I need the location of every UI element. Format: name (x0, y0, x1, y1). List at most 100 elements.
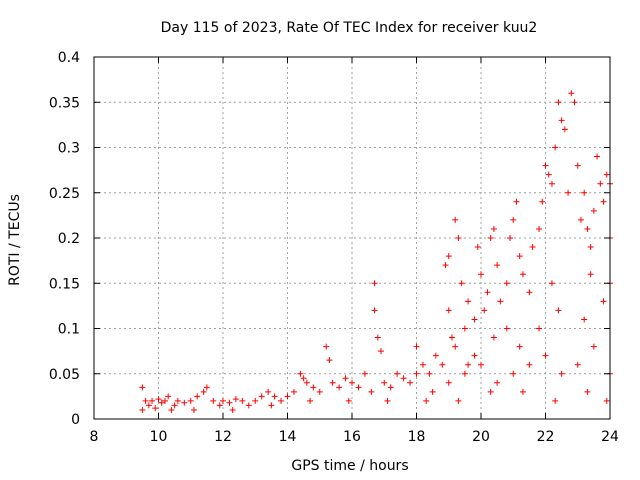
data-point (284, 393, 291, 400)
y-axis-title: ROTI / TECUs (7, 194, 23, 286)
data-point (577, 216, 584, 223)
data-point (513, 198, 520, 205)
data-point (555, 307, 562, 314)
data-point (445, 253, 452, 260)
data-point (203, 384, 210, 391)
data-point (519, 388, 526, 395)
x-tick-label: 12 (214, 429, 232, 445)
data-point (461, 370, 468, 377)
y-tick-label: 0.2 (58, 231, 80, 247)
data-point (471, 316, 478, 323)
data-point (361, 370, 368, 377)
data-point (326, 357, 333, 364)
data-point (584, 388, 591, 395)
x-tick-label: 10 (150, 429, 168, 445)
data-point (316, 388, 323, 395)
data-point (478, 361, 484, 368)
axis-ticks (93, 56, 611, 420)
y-tick-label: 0.35 (49, 95, 80, 111)
data-point (187, 397, 194, 404)
data-point (181, 399, 188, 406)
data-point (384, 397, 391, 404)
data-point (545, 171, 552, 178)
data-point (548, 280, 555, 287)
data-point (229, 406, 236, 413)
data-point (542, 162, 549, 169)
data-point (374, 334, 381, 341)
data-point (200, 388, 207, 395)
data-point (516, 343, 523, 350)
data-point (226, 399, 233, 406)
y-tick-label: 0.15 (49, 276, 80, 292)
data-point (503, 325, 510, 332)
data-point (342, 375, 349, 382)
data-point (571, 99, 578, 106)
data-point (142, 397, 149, 404)
data-point (258, 393, 265, 400)
data-point (310, 384, 317, 391)
data-point (413, 343, 420, 350)
data-point (587, 244, 594, 251)
data-point (307, 397, 314, 404)
data-point (268, 402, 275, 409)
data-point (487, 235, 494, 241)
data-point (458, 280, 465, 287)
data-point (574, 361, 581, 368)
data-point (452, 343, 459, 350)
data-point (368, 388, 375, 395)
data-point (232, 396, 239, 403)
data-point (378, 348, 385, 355)
data-point (239, 397, 246, 404)
data-point (265, 388, 272, 395)
data-point (552, 144, 559, 151)
data-point (542, 352, 549, 359)
data-point (597, 180, 604, 187)
data-point (245, 402, 252, 409)
data-point (478, 271, 484, 278)
data-point (336, 384, 343, 391)
data-point (432, 352, 439, 359)
data-point (139, 406, 146, 413)
data-point (526, 361, 533, 368)
data-point (581, 316, 588, 323)
data-point (139, 384, 146, 391)
data-point (536, 325, 543, 332)
data-point (210, 397, 217, 404)
data-point (407, 379, 414, 386)
data-point (145, 402, 152, 409)
data-point (371, 280, 378, 287)
data-point (345, 397, 352, 404)
data-point (490, 334, 497, 341)
data-point (371, 307, 378, 314)
data-point (600, 198, 607, 205)
data-point (568, 90, 575, 97)
data-point (387, 384, 394, 391)
data-point (419, 361, 426, 368)
data-point (400, 375, 407, 382)
data-point (548, 180, 555, 187)
data-point (455, 235, 462, 241)
data-point (158, 399, 165, 406)
data-point (252, 397, 259, 404)
data-point (584, 225, 591, 232)
data-point (471, 352, 478, 359)
data-point (445, 307, 452, 314)
data-point (394, 370, 401, 377)
data-point (381, 379, 388, 386)
data-point (461, 325, 468, 332)
data-point (481, 307, 488, 314)
data-point (558, 370, 565, 377)
data-point (497, 298, 504, 305)
data-point (329, 379, 336, 386)
x-axis-title: GPS time / hours (291, 458, 408, 474)
data-point (590, 207, 597, 214)
data-point (161, 397, 168, 404)
data-point (594, 153, 601, 160)
data-point (603, 397, 610, 404)
y-tick-label: 0 (71, 412, 80, 428)
data-point (220, 397, 226, 404)
data-point (516, 253, 523, 260)
data-point (539, 198, 546, 205)
data-point (507, 235, 514, 241)
